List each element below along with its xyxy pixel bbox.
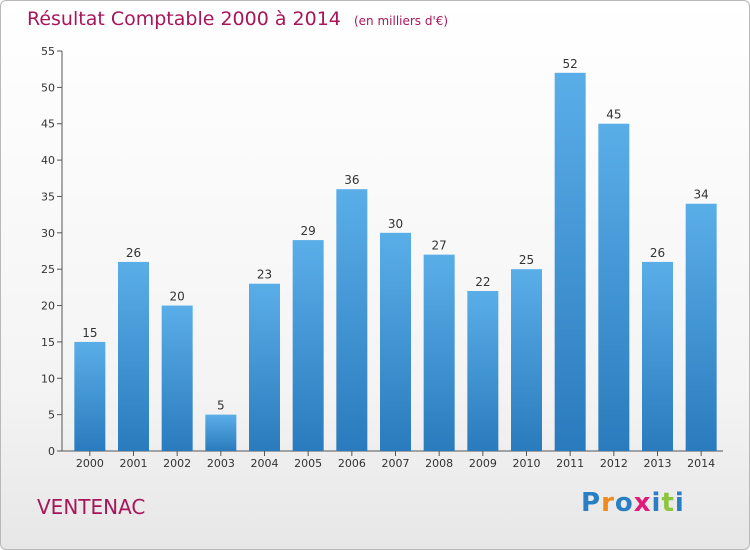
bar-value-label: 36	[344, 173, 359, 187]
bar	[685, 203, 717, 451]
bar-value-label: 22	[475, 275, 490, 289]
chart-unit: (en milliers d'€)	[353, 14, 449, 28]
y-tick-label: 15	[41, 336, 55, 349]
x-tick-label: 2014	[687, 457, 715, 470]
bar-value-label: 15	[82, 326, 97, 340]
bar	[554, 72, 586, 452]
bar-value-label: 26	[650, 246, 665, 260]
x-tick-label: 2006	[338, 457, 366, 470]
y-tick-label: 50	[41, 81, 55, 94]
bar-value-label: 34	[694, 188, 709, 202]
x-tick-label: 2007	[382, 457, 410, 470]
x-tick-label: 2003	[207, 457, 235, 470]
x-tick-label: 2002	[163, 457, 191, 470]
logo-letter: P	[581, 488, 602, 518]
logo-letter: t	[661, 488, 675, 518]
bar-value-label: 45	[606, 108, 621, 122]
y-tick-label: 10	[41, 372, 55, 385]
bar	[74, 341, 106, 451]
x-tick-label: 2004	[251, 457, 279, 470]
place-name: VENTENAC	[37, 495, 146, 519]
bar	[336, 189, 368, 451]
bar-value-label: 27	[432, 239, 447, 253]
bar	[118, 261, 149, 451]
bar	[161, 305, 193, 451]
y-tick-label: 40	[41, 154, 55, 167]
bar	[467, 291, 499, 451]
y-tick-label: 45	[41, 118, 55, 131]
x-tick-label: 2010	[513, 457, 541, 470]
y-tick-label: 25	[41, 263, 55, 276]
bar-value-label: 25	[519, 253, 534, 267]
x-tick-label: 2013	[644, 457, 672, 470]
y-tick-label: 0	[48, 445, 55, 458]
bar	[642, 261, 673, 451]
y-tick-label: 30	[41, 227, 55, 240]
x-tick-label: 2011	[556, 457, 584, 470]
bar	[292, 240, 324, 451]
logo-letter: r	[601, 488, 615, 518]
x-tick-label: 2000	[76, 457, 104, 470]
bar-value-label: 20	[170, 290, 185, 304]
bar-value-label: 26	[126, 246, 141, 260]
x-tick-label: 2012	[600, 457, 628, 470]
logo-letter: x	[633, 488, 652, 518]
y-tick-label: 55	[41, 45, 55, 58]
logo-letter: i	[651, 488, 662, 518]
bar	[205, 414, 237, 451]
x-tick-label: 2005	[294, 457, 322, 470]
x-tick-label: 2008	[425, 457, 453, 470]
x-tick-label: 2009	[469, 457, 497, 470]
y-tick-label: 5	[48, 409, 55, 422]
bar	[511, 269, 542, 451]
proxiti-logo[interactable]: Proxiti	[581, 488, 685, 518]
bar	[380, 232, 411, 451]
y-tick-label: 20	[41, 300, 55, 313]
logo-letter: i	[674, 488, 685, 518]
logo-letter: o	[614, 488, 634, 518]
bar	[249, 283, 280, 451]
chart-title-block: Résultat Comptable 2000 à 2014 (en milli…	[27, 8, 448, 30]
x-tick-label: 2001	[120, 457, 148, 470]
bar-value-label: 29	[301, 224, 316, 238]
bar-value-label: 52	[563, 57, 578, 71]
bar-value-label: 23	[257, 268, 272, 282]
bar-value-label: 30	[388, 217, 403, 231]
y-tick-label: 35	[41, 190, 55, 203]
bar	[423, 254, 455, 451]
bar-value-label: 5	[217, 399, 225, 413]
chart-title: Résultat Comptable 2000 à 2014	[27, 8, 341, 30]
bar	[598, 123, 630, 452]
